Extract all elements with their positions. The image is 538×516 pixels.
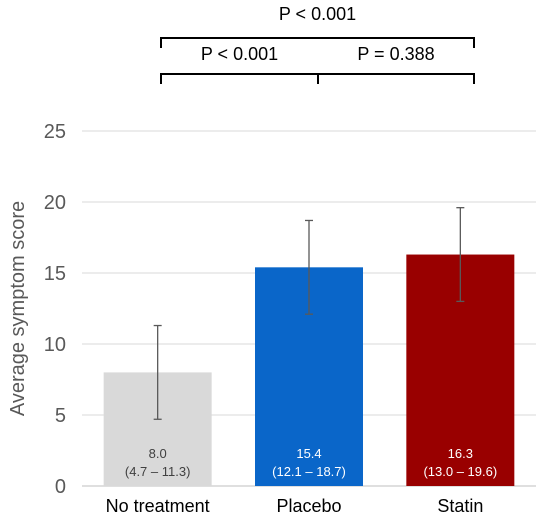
significance-bracket: P < 0.001 [161, 44, 318, 84]
p-value-label: P < 0.001 [201, 44, 278, 64]
p-value-label: P < 0.001 [279, 4, 356, 24]
data-label-value: 15.4 [296, 446, 321, 461]
significance-bracket: P = 0.388 [318, 44, 474, 84]
data-label-value: 16.3 [448, 446, 473, 461]
category-label: No treatment [106, 496, 210, 516]
data-label-interval: (13.0 – 19.6) [423, 464, 497, 479]
y-tick-label: 10 [44, 334, 66, 356]
y-axis-label: Average symptom score [7, 201, 29, 416]
y-tick-label: 5 [55, 405, 66, 427]
y-tick-label: 25 [44, 121, 66, 143]
category-label: Placebo [276, 496, 341, 516]
category-labels: No treatment Placebo Statin [106, 496, 484, 516]
data-label-interval: (12.1 – 18.7) [272, 464, 346, 479]
p-value-label: P = 0.388 [357, 44, 434, 64]
category-label: Statin [437, 496, 483, 516]
y-axis-ticks: 0 5 10 15 20 25 [44, 121, 66, 498]
data-label-value: 8.0 [149, 446, 167, 461]
y-tick-label: 20 [44, 192, 66, 214]
significance-bracket: P < 0.001 [161, 4, 474, 48]
y-tick-label: 15 [44, 263, 66, 285]
y-tick-label: 0 [55, 476, 66, 498]
data-label-interval: (4.7 – 11.3) [125, 464, 191, 479]
